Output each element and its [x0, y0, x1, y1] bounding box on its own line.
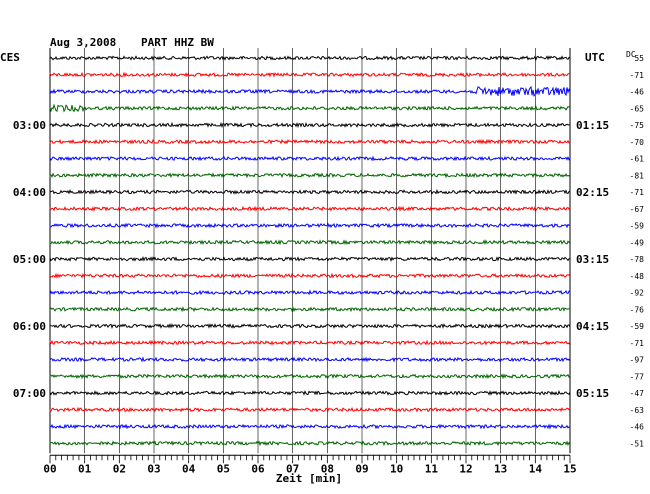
- right-time-label: 03:15: [576, 253, 609, 266]
- dc-label: DC: [626, 50, 636, 59]
- trace-line: [49, 440, 571, 447]
- dc-offset-label: -81: [630, 171, 645, 180]
- x-tick-label: 06: [251, 462, 265, 475]
- x-tick-label: 05: [217, 462, 230, 475]
- right-time-label: 02:15: [576, 186, 609, 199]
- dc-offset-label: -65: [630, 104, 645, 113]
- date-label: Aug 3,2008: [50, 36, 116, 49]
- dc-offset-label: -59: [630, 222, 645, 231]
- trace-line: [49, 172, 571, 179]
- right-time-label: 05:15: [576, 387, 609, 400]
- trace-line: [49, 71, 571, 78]
- left-time-label: 06:00: [13, 320, 46, 333]
- trace-line: [49, 239, 571, 246]
- x-tick-label: 07: [286, 462, 299, 475]
- trace-line: [49, 339, 571, 346]
- right-time-label: 04:15: [576, 320, 609, 333]
- x-tick-label: 04: [182, 462, 196, 475]
- dc-offset-label: -46: [630, 88, 645, 97]
- dc-offset-label: -97: [630, 356, 645, 365]
- trace-group: [49, 55, 571, 447]
- x-tick-label: 11: [425, 462, 439, 475]
- left-time-label: 05:00: [13, 253, 46, 266]
- trace-line: [49, 356, 571, 363]
- right-time-labels: 01:15 02:15 03:15 04:15 05:15: [576, 119, 609, 400]
- dc-offset-label: -59: [630, 322, 645, 331]
- dc-offset-label: -77: [630, 372, 645, 381]
- trace-line: [49, 205, 571, 212]
- x-tick-label: 08: [321, 462, 334, 475]
- right-time-label: 01:15: [576, 119, 609, 132]
- left-time-labels: 03:00 04:00 05:00 06:00 07:00: [13, 119, 46, 400]
- dc-offset-label: -46: [630, 423, 645, 432]
- trace-line: [49, 373, 571, 380]
- trace-line: [49, 323, 571, 329]
- dc-offset-label: -71: [630, 71, 645, 80]
- trace-line: [49, 406, 571, 413]
- x-tick-label: 09: [355, 462, 368, 475]
- dc-offset-label: 55: [634, 54, 644, 63]
- left-timezone-label: CES: [0, 51, 20, 64]
- time-grid: [49, 48, 571, 454]
- trace-line: [49, 256, 570, 263]
- trace-line: [49, 103, 571, 113]
- x-tick-label: 12: [459, 462, 472, 475]
- x-tick-label: 02: [113, 462, 126, 475]
- x-axis: 00 01 02 03 04 05 06 07 08 09 10 11 12 13 14 15: [43, 454, 577, 475]
- trace-line: [49, 222, 571, 229]
- x-tick-label: 00: [43, 462, 56, 475]
- station-label: PART HHZ BW: [141, 36, 214, 49]
- dc-offset-label: -75: [630, 121, 645, 130]
- left-time-label: 04:00: [13, 186, 46, 199]
- x-tick-label: 13: [494, 462, 507, 475]
- trace-line: [49, 155, 571, 162]
- trace-line: [49, 289, 571, 296]
- dc-offset-label: -51: [630, 439, 645, 448]
- trace-line: [49, 188, 571, 195]
- x-tick-label: 01: [78, 462, 92, 475]
- x-axis-title: Zeit [min]: [276, 472, 342, 485]
- x-tick-label: 03: [147, 462, 160, 475]
- trace-line: [49, 121, 571, 129]
- dc-offset-label: -92: [630, 289, 645, 298]
- dc-offset-labels: 55 -71 -46 -65 -75 -70 -61 -81 -71 -67 -59 -49 -78 -4…: [630, 54, 645, 448]
- x-tick-label: 15: [563, 462, 576, 475]
- dc-offset-label: -78: [630, 255, 645, 264]
- trace-line: [49, 306, 571, 313]
- left-time-label: 03:00: [13, 119, 46, 132]
- dc-offset-label: -70: [630, 138, 645, 147]
- dc-offset-label: -49: [630, 238, 645, 247]
- trace-line: [49, 138, 571, 145]
- trace-line: [49, 85, 571, 97]
- x-tick-label: 10: [390, 462, 403, 475]
- dc-offset-label: -63: [630, 406, 645, 415]
- dc-offset-label: -71: [630, 188, 645, 197]
- dc-offset-label: -48: [630, 272, 645, 281]
- dc-offset-label: -61: [630, 155, 645, 164]
- x-tick-label: 14: [529, 462, 543, 475]
- trace-line: [49, 390, 571, 396]
- dc-offset-label: -71: [630, 339, 645, 348]
- trace-line: [49, 423, 571, 430]
- dc-offset-label: -76: [630, 305, 645, 314]
- dc-offset-label: -67: [630, 205, 645, 214]
- dc-offset-label: -47: [630, 389, 645, 398]
- right-timezone-label: UTC: [585, 51, 605, 64]
- left-time-label: 07:00: [13, 387, 46, 400]
- trace-line: [49, 272, 571, 279]
- trace-line: [49, 55, 571, 61]
